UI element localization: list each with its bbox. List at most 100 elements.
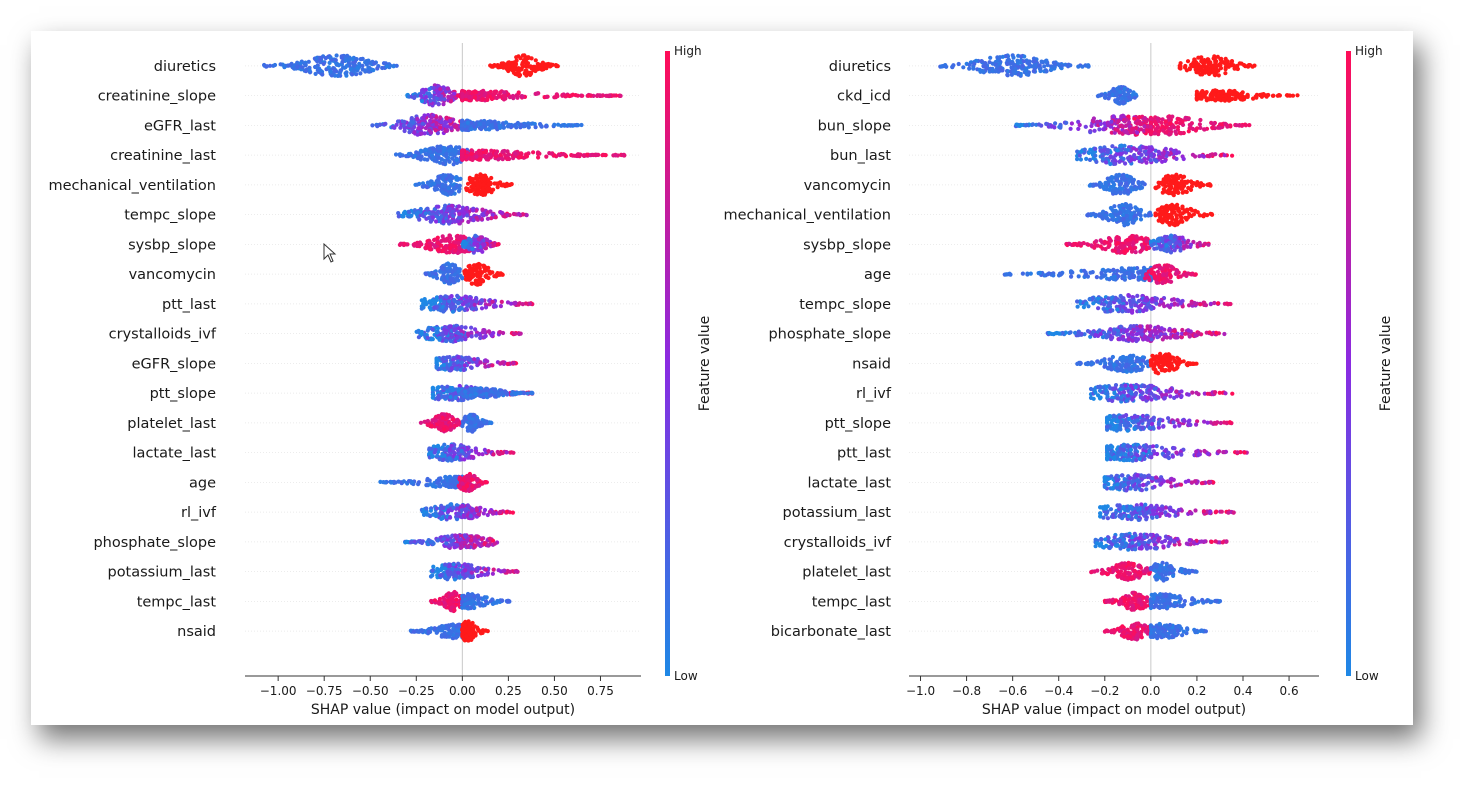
shap-point [423,152,428,157]
shap-point [469,120,474,126]
shap-point [480,174,485,179]
shap-point [440,234,445,239]
shap-point [427,478,432,483]
shap-point [462,622,467,627]
shap-point [486,265,491,270]
shap-point [493,215,498,220]
shap-point [333,58,338,63]
shap-point [328,55,333,60]
shap-point [430,541,435,547]
shap-point [468,425,473,430]
shap-point [473,238,478,243]
feature-row-ptt-slope: ptt_slope [150,383,641,403]
shap-point [466,428,471,433]
shap-point [432,626,437,631]
shap-point [428,118,433,123]
shap-point [388,63,393,68]
shap-point [467,236,472,241]
shap-point [460,153,465,158]
shap-point [407,210,412,215]
shap-point [491,511,496,516]
shap-point [448,191,453,196]
shap-point [423,211,428,216]
shap-point [456,236,461,241]
shap-point [483,599,489,604]
shap-point [412,539,417,544]
shap-point [441,536,446,542]
shap-point [445,384,450,389]
shap-point [438,97,443,102]
shap-point [450,388,455,393]
shap-point [498,272,504,277]
shap-point [504,450,509,455]
feature-row-ptt-last: ptt_last [162,293,641,314]
shap-point [456,388,461,393]
shap-point [452,219,457,224]
shap-point [469,563,474,568]
shap-point [422,419,427,424]
shap-point [444,250,449,255]
shap-point [463,271,469,276]
shap-point [473,392,479,397]
shap-point [435,240,441,246]
shap-point [522,391,527,396]
shap-point [440,451,445,456]
shap-point [473,278,478,283]
shap-point [491,187,496,192]
shap-point [493,151,498,156]
shap-point [491,330,496,336]
shap-point [446,269,452,274]
shap-point [460,94,465,99]
shap-point [416,335,421,340]
shap-point [500,390,505,395]
shap-point [431,387,436,392]
shap-point [426,325,431,330]
shap-point [420,99,425,104]
feature-label: tempc_last [137,594,217,610]
shap-point [540,67,545,72]
shap-point [425,335,430,340]
shap-point [480,97,486,102]
shap-point [470,157,475,162]
shap-point [430,454,435,459]
shap-point [479,537,484,542]
shap-point [598,93,603,98]
shap-point [425,185,430,190]
shap-point [591,152,596,158]
shap-point [430,327,435,332]
shap-point [480,249,485,254]
shap-point [378,479,383,484]
shap-point [457,485,462,490]
shap-point [500,450,505,456]
shap-point [453,240,458,245]
figure-frame: diuretics creatinine_slope eGFR_last creati… [31,31,1413,725]
shap-point [511,211,516,217]
shap-point [489,389,494,394]
shap-point [519,151,524,156]
shap-point [480,452,485,457]
shap-point [580,93,585,98]
shap-point [446,281,451,286]
shap-point [420,181,426,186]
shap-point [328,69,333,74]
shap-point [449,94,454,100]
shap-point [468,538,474,543]
shap-point [469,334,474,339]
shap-point [563,94,568,99]
shap-point [441,219,446,224]
shap-point [561,152,566,157]
shap-point [529,391,534,396]
shap-point [434,154,439,159]
shap-point [439,243,444,248]
shap-point [412,130,417,135]
shap-point [507,95,512,100]
shap-point [327,60,332,65]
shap-point [604,93,609,98]
shap-point [501,568,506,574]
feature-row-tempc-last: tempc_last [137,589,641,614]
shap-point [460,119,465,124]
shap-point [956,61,961,67]
shap-point [488,209,493,214]
shap-point [454,148,459,154]
